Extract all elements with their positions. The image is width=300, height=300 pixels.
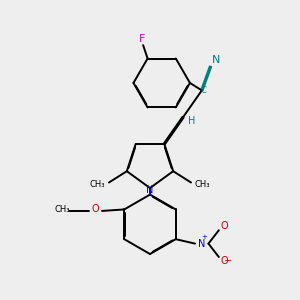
Text: O: O	[92, 204, 99, 214]
Text: O: O	[221, 256, 229, 266]
Text: N: N	[198, 238, 205, 249]
Text: +: +	[202, 234, 208, 240]
Text: F: F	[139, 34, 145, 44]
Text: H: H	[188, 116, 195, 126]
Text: C: C	[200, 86, 206, 95]
Text: −: −	[224, 256, 232, 266]
Text: N: N	[212, 55, 220, 65]
Text: O: O	[221, 221, 229, 231]
Text: CH₃: CH₃	[195, 180, 210, 189]
Text: CH₃: CH₃	[54, 205, 70, 214]
Text: CH₃: CH₃	[90, 180, 105, 189]
Text: N: N	[146, 184, 154, 194]
